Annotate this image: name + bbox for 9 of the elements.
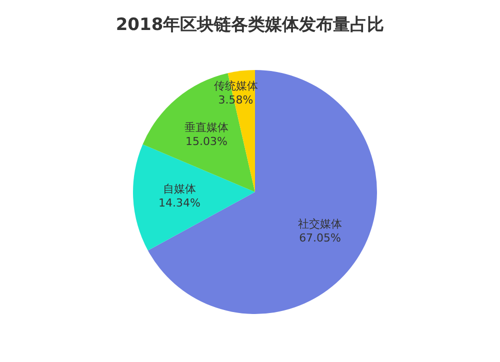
data-label: 14.34% (158, 196, 200, 210)
data-label: 15.03% (185, 135, 228, 148)
slice-label: 自媒体 (162, 182, 196, 196)
chart-title: 2018年区块链各类媒体发布量占比 (116, 15, 384, 35)
slice-label: 社交媒体 (298, 218, 342, 231)
slice-label: 垂直媒体 (184, 121, 228, 134)
data-label: 67.05% (299, 232, 342, 245)
pie-slice (133, 144, 255, 250)
pie-slice (148, 70, 377, 314)
